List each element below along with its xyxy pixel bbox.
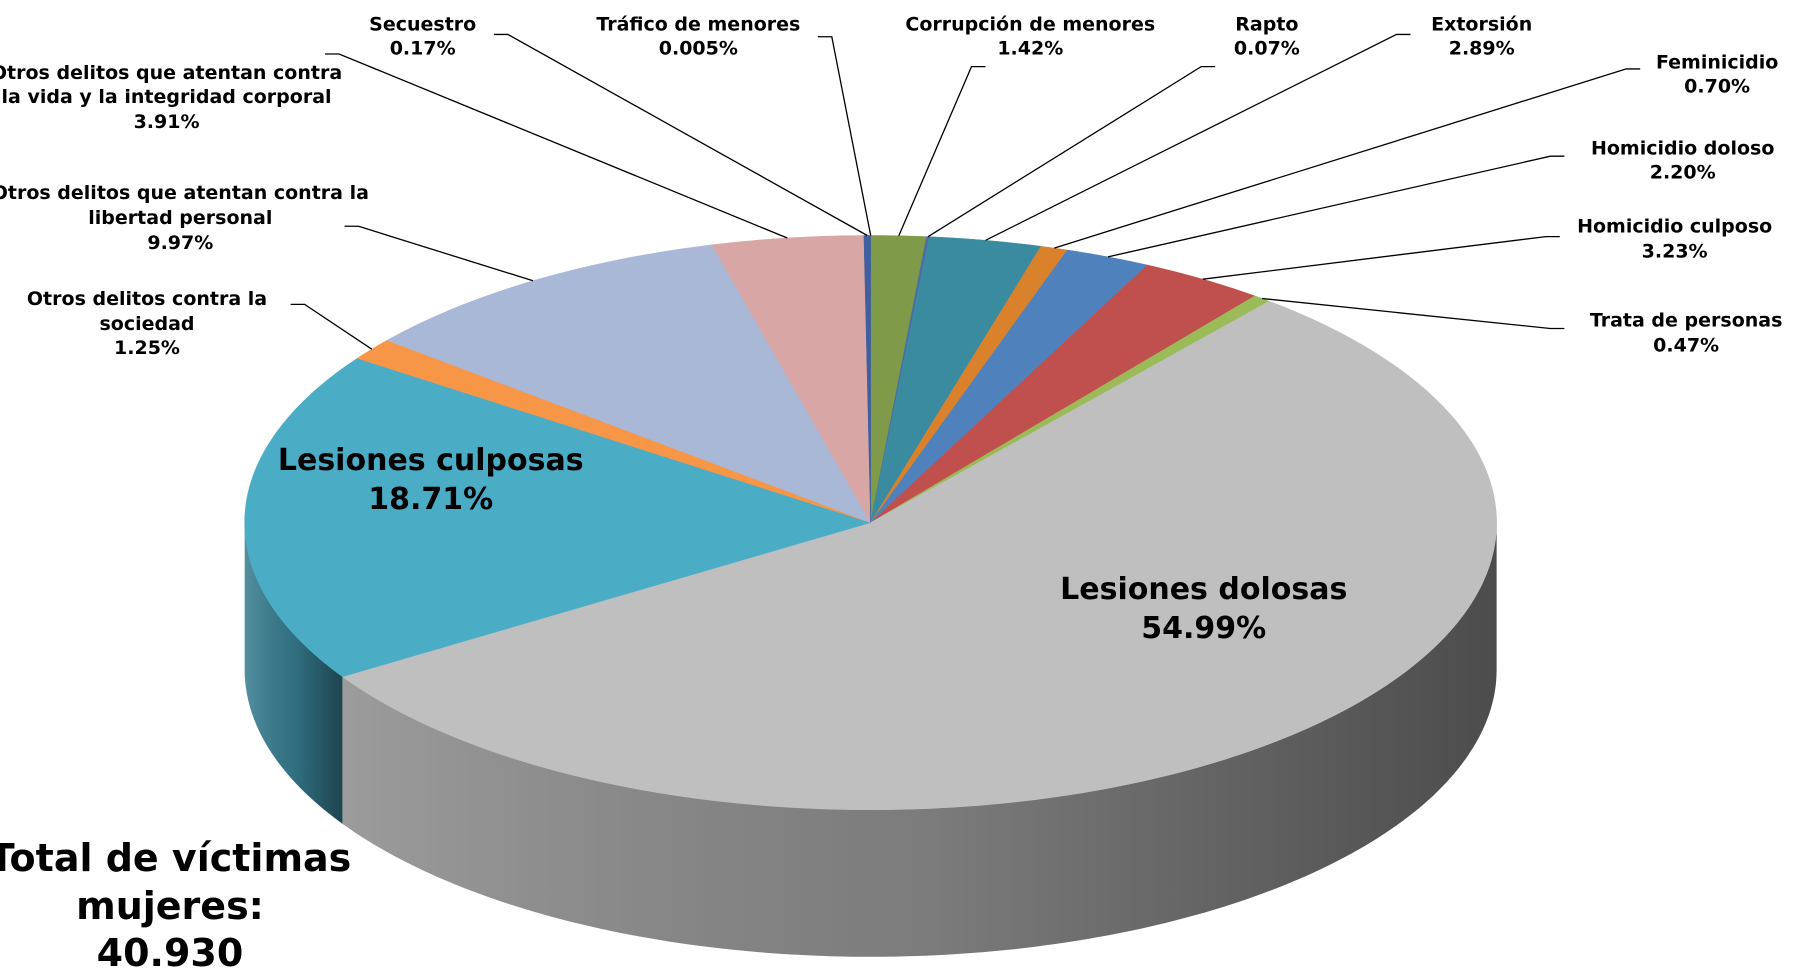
leader-line xyxy=(818,37,871,236)
value-label: 0.47% xyxy=(1560,333,1801,358)
value-label: 0.07% xyxy=(1198,37,1336,62)
slice-label: Otros delitos que atentan contra la libe… xyxy=(0,181,370,255)
slice-label: Otros delitos que atentan contra la vida… xyxy=(0,61,350,135)
category-name: Homicidio doloso xyxy=(1551,136,1801,161)
category-name: Feminicidio xyxy=(1625,50,1801,75)
category-name: Otros delitos que atentan contra la libe… xyxy=(0,181,370,230)
category-name: Lesiones dolosas xyxy=(974,570,1433,609)
value-label: 0.17% xyxy=(342,37,503,62)
leader-line xyxy=(325,54,787,238)
annotation-text: Total de víctimas mujeres: xyxy=(0,835,370,930)
category-name: Homicidio culposo xyxy=(1537,214,1801,239)
leader-line xyxy=(1203,237,1560,280)
category-name: Otros delitos que atentan contra la vida… xyxy=(0,61,350,110)
value-label: 18.71% xyxy=(258,480,603,519)
category-name: Otros delitos contra la sociedad xyxy=(0,287,308,336)
leader-line xyxy=(899,67,986,236)
annotation-total: 40.930 xyxy=(0,930,370,978)
leader-line xyxy=(986,34,1411,240)
leader-line xyxy=(345,226,533,281)
category-name: Corrupción de menores xyxy=(858,12,1203,37)
category-name: Tráfico de menores xyxy=(549,12,848,37)
category-name: Secuestro xyxy=(342,12,503,37)
total-annotation: Total de víctimas mujeres: 40.930 xyxy=(0,835,370,978)
leader-line xyxy=(494,34,867,235)
leader-line xyxy=(1108,156,1564,257)
category-name: Rapto xyxy=(1198,12,1336,37)
category-name: Extorsión xyxy=(1401,12,1562,37)
category-name: Lesiones culposas xyxy=(258,441,603,480)
value-label: 0.70% xyxy=(1625,75,1801,100)
category-name: Trata de personas xyxy=(1560,308,1801,333)
value-label: 2.89% xyxy=(1401,37,1562,62)
value-label: 3.23% xyxy=(1537,239,1801,264)
value-label: 1.42% xyxy=(858,37,1203,62)
value-label: 54.99% xyxy=(974,609,1433,648)
value-label: 3.91% xyxy=(0,110,350,135)
value-label: 0.005% xyxy=(549,37,848,62)
value-label: 9.97% xyxy=(0,231,370,256)
value-label: 2.20% xyxy=(1551,161,1801,186)
value-label: 1.25% xyxy=(0,336,308,361)
